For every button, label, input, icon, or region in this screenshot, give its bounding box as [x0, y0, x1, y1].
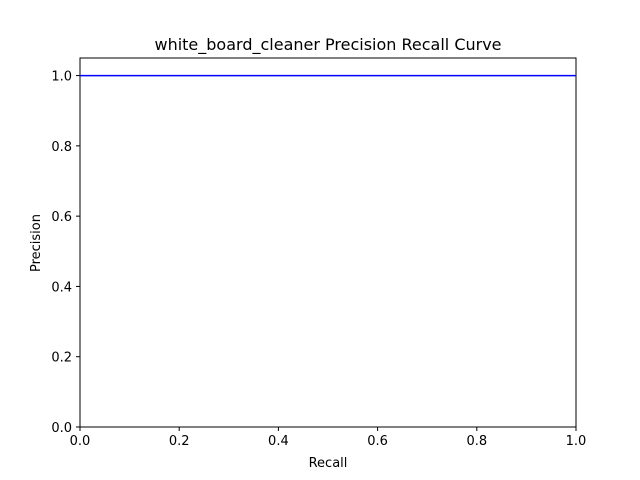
plot-area	[79, 57, 577, 428]
x-tick-label: 0.6	[367, 434, 388, 449]
x-tick-label: 0.4	[268, 434, 289, 449]
chart-title: white_board_cleaner Precision Recall Cur…	[154, 35, 501, 55]
plot-frame	[79, 57, 577, 428]
x-axis-label: Recall	[309, 456, 348, 471]
y-tick-label: 1.0	[51, 70, 72, 85]
x-tick-label: 1.0	[566, 434, 587, 449]
x-tick-label: 0.2	[169, 434, 190, 449]
x-tick-label: 0.0	[70, 434, 91, 449]
y-tick-label: 0.0	[51, 421, 72, 436]
y-tick-label: 0.8	[51, 140, 72, 155]
x-tick-label: 0.8	[466, 434, 487, 449]
y-axis-label: Precision	[29, 214, 44, 272]
x-axis-ticks: 0.0 0.2 0.4 0.6 0.8 1.0	[70, 427, 587, 449]
y-axis-ticks: 0.0 0.2 0.4 0.6 0.8 1.0	[51, 70, 80, 436]
y-tick-label: 0.6	[51, 210, 72, 225]
y-tick-label: 0.2	[51, 351, 72, 366]
y-tick-label: 0.4	[51, 280, 72, 295]
